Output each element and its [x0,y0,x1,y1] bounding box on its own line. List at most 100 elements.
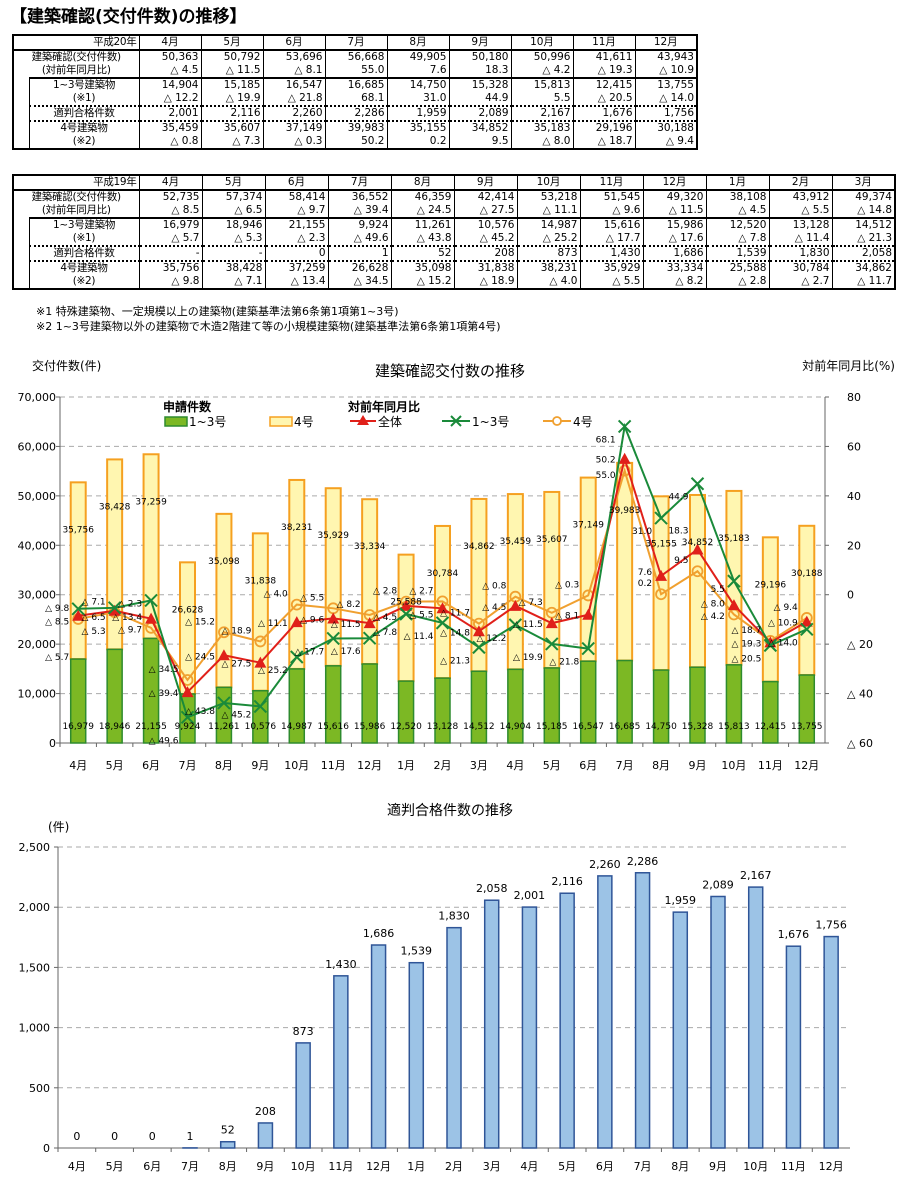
cell: △ 25.2 [516,232,581,247]
cell: △ 19.9 [200,92,264,107]
row-label-kakunin: 建築確認(交付件数) [12,50,140,64]
cell: 16,979 [138,217,203,232]
data-label-yoy: △ 14.8 [440,628,470,638]
cell: △ 49.6 [327,232,392,247]
bar-label-g4: 37,259 [135,497,167,507]
bar-g4 [506,493,524,671]
marker-triangle [363,617,376,629]
cell: 37,259 [264,260,329,275]
cell: 2,167 [510,105,574,122]
marker-x [435,616,450,630]
cell: 873 [516,245,581,262]
chart-tekihan: 適判合格件数の推移 (件) 0 500 1,000 1,500 2,000 2,500 4月 5月… [19,802,850,1173]
data-label-yoy: △ 9.4 [774,603,798,613]
bar-tekihan [333,975,349,1149]
cell: △ 7.3 [200,135,264,150]
cell: △ 5.5 [768,204,833,219]
data-label-yoy: △ 8.2 [337,600,361,610]
data-label-yoy: △ 9.7 [118,626,142,636]
cell: 1,959 [386,105,450,122]
bar-label-g4: 33,334 [354,542,386,552]
bar-label-g13: 10,576 [245,722,277,732]
bar-label-g13: 15,328 [682,722,714,732]
cell: 50.2 [324,135,388,150]
y-tick-label: 2,500 [19,841,51,854]
cell: △ 11.4 [768,232,833,247]
bar-label-g13: 18,946 [99,722,131,732]
bar-label-g13: 12,520 [390,722,422,732]
bar-g13 [725,664,743,744]
bar-label-g4: 35,155 [645,539,677,549]
cell: △ 14.8 [831,204,896,219]
cell: 41,611 [572,49,636,64]
data-label-yoy: △ 7.1 [82,597,106,607]
marker-x [800,622,814,637]
month-header: 9月 [453,174,518,191]
row-label-tekihan: 適判合格件数 [28,105,140,122]
cell: 34,862 [831,260,896,275]
cell: 37,149 [262,120,326,135]
data-label-yoy: 55.0 [596,471,616,481]
cell: 2,260 [262,105,326,122]
bar-label-g4: 35,459 [500,537,532,547]
marker-x [545,637,559,651]
year-header: 平成20年 [12,34,140,51]
cell: 38,428 [201,260,266,275]
marker-triangle [545,617,558,629]
cell: 35,459 [138,120,202,135]
marker-x [727,574,741,588]
data-label-yoy: △ 4.5 [373,613,397,623]
data-label-yoy: 5.5 [711,585,725,595]
data-label-yoy: △ 21.8 [549,658,579,668]
cell: 25,588 [705,260,770,275]
data-label-yoy: △ 45.2 [222,710,252,720]
bar-label-g4: 30,188 [791,569,823,579]
y-tick-label: 0 [49,737,56,750]
line-yoy-4号 [78,467,808,682]
bar-g4 [689,493,706,669]
bar-g13 [652,669,670,744]
x-tick-label: 9月 [251,759,269,772]
bar-label: 1,676 [778,928,810,941]
marker-x [326,631,340,646]
cell: 16,685 [324,77,388,92]
cell: △ 24.5 [390,204,455,219]
cell: 31.0 [386,92,450,107]
cell: 0.2 [386,135,450,150]
cell: 1,430 [579,245,644,262]
cell: △ 45.2 [453,232,518,247]
bar-label: 2,167 [740,869,772,882]
bar-label: 2,058 [476,882,508,895]
bar-label-g13: 16,685 [609,722,641,732]
legend-line-title: 対前年同月比 [347,399,420,414]
data-label-yoy: △ 15.2 [185,617,215,627]
data-label-yoy: △ 0.3 [555,580,579,590]
data-label-yoy: 50.2 [596,456,616,466]
year-header: 平成19年 [12,174,140,191]
bar-label-g4: 38,428 [99,502,131,512]
marker-x [508,618,523,632]
x-tick-label: 4月 [506,759,524,772]
row-label-g4: 4号建築物 [28,261,140,275]
marker-triangle [181,686,194,698]
bar-label: 208 [255,1105,276,1118]
cell: 15,328 [448,77,512,92]
cell: △ 18.9 [453,275,518,290]
cell: △ 0.3 [262,135,326,150]
chart-title: 建築確認交付数の推移 [375,362,525,380]
row-label-tekihan: 適判合格件数 [28,245,140,262]
bar-tekihan [257,1122,274,1149]
marker-triangle [72,609,85,621]
x-tick-label: 1月 [397,759,415,772]
marker-x [472,640,486,655]
data-label-yoy: 18.3 [668,526,688,536]
cell: 35,607 [200,120,264,135]
y-tick-label: 30,000 [18,589,57,602]
cell: 14,904 [138,77,202,92]
data-label-yoy: △ 43.8 [185,707,215,717]
cell: 50,792 [200,49,264,64]
bar-label-g4: 35,929 [317,531,349,541]
cell: △ 21.8 [262,92,326,107]
bar-tekihan [219,1140,236,1149]
row-label-note2: (※2) [28,135,140,149]
